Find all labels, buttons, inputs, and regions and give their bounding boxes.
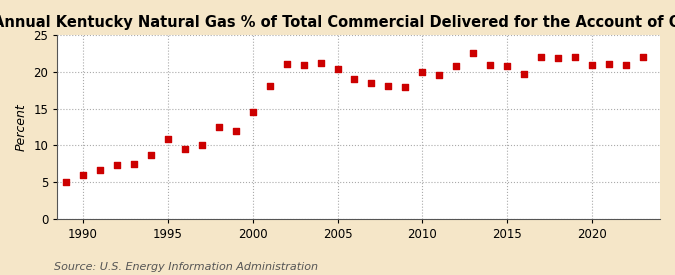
Point (603, 62, 614, 66)
Point (315, 61, 326, 65)
Point (502, 64, 512, 68)
Point (638, 55, 649, 60)
Point (230, 128, 241, 133)
Point (196, 142, 207, 147)
Point (332, 67, 343, 71)
Point (128, 161, 139, 166)
Point (570, 55, 580, 60)
Point (281, 62, 292, 66)
Point (536, 55, 547, 60)
Point (383, 84, 394, 88)
Point (145, 153, 156, 157)
Point (587, 63, 597, 68)
Point (264, 84, 275, 88)
Point (519, 72, 530, 76)
Text: Source: U.S. Energy Information Administration: Source: U.S. Energy Information Administ… (54, 262, 318, 272)
Point (434, 73, 445, 77)
Point (180, 147, 190, 151)
Point (95, 167, 105, 172)
Point (400, 84, 411, 89)
Point (298, 62, 309, 67)
Point (451, 64, 462, 68)
Point (366, 81, 377, 85)
Point (553, 56, 564, 60)
Point (61, 180, 72, 184)
Point (417, 70, 428, 74)
Point (468, 51, 479, 55)
Point (78, 173, 88, 178)
Point (247, 110, 258, 115)
Y-axis label: Percent: Percent (15, 103, 28, 151)
Point (620, 62, 631, 67)
Title: Annual Kentucky Natural Gas % of Total Commercial Delivered for the Account of O: Annual Kentucky Natural Gas % of Total C… (0, 15, 675, 30)
Point (163, 137, 173, 142)
Point (349, 77, 360, 82)
Point (213, 125, 224, 129)
Point (485, 62, 495, 67)
Point (111, 163, 122, 167)
